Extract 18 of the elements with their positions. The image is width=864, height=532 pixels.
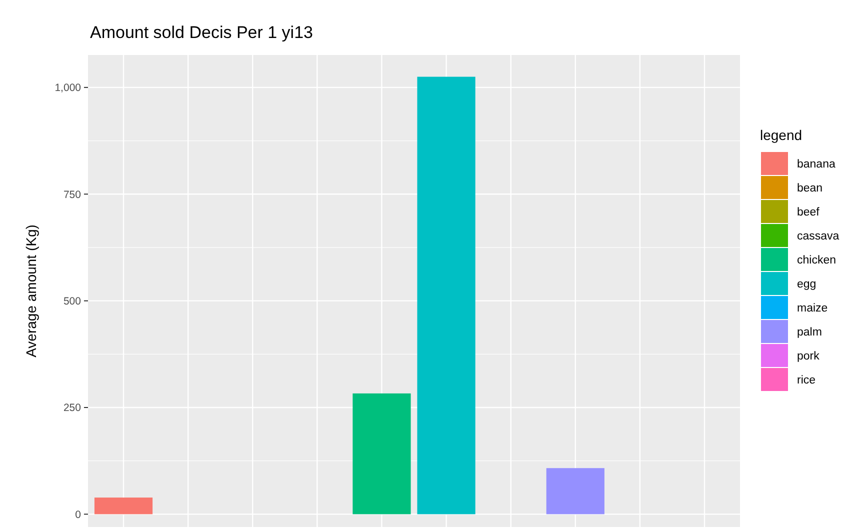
legend-label: cassava — [797, 230, 840, 243]
y-tick-label: 1,000 — [54, 82, 82, 94]
chart-title: Amount sold Decis Per 1 yi13 — [90, 23, 313, 42]
legend-label: egg — [797, 278, 816, 291]
legend-label: maize — [797, 302, 828, 315]
legend-label: chicken — [797, 254, 836, 267]
y-tick-label: 500 — [63, 295, 82, 308]
legend-label: banana — [797, 158, 836, 171]
y-axis-title: Average amount (Kg) — [23, 224, 39, 358]
legend-title: legend — [760, 127, 802, 143]
legend-label: rice — [797, 374, 816, 387]
y-tick-label: 250 — [63, 402, 82, 414]
legend-label: bean — [797, 182, 823, 195]
legend-label: pork — [797, 350, 820, 363]
legend-label: palm — [797, 326, 822, 339]
y-tick-label: 0 — [75, 508, 82, 521]
y-tick-label: 750 — [63, 188, 82, 201]
legend-label: beef — [797, 206, 820, 219]
